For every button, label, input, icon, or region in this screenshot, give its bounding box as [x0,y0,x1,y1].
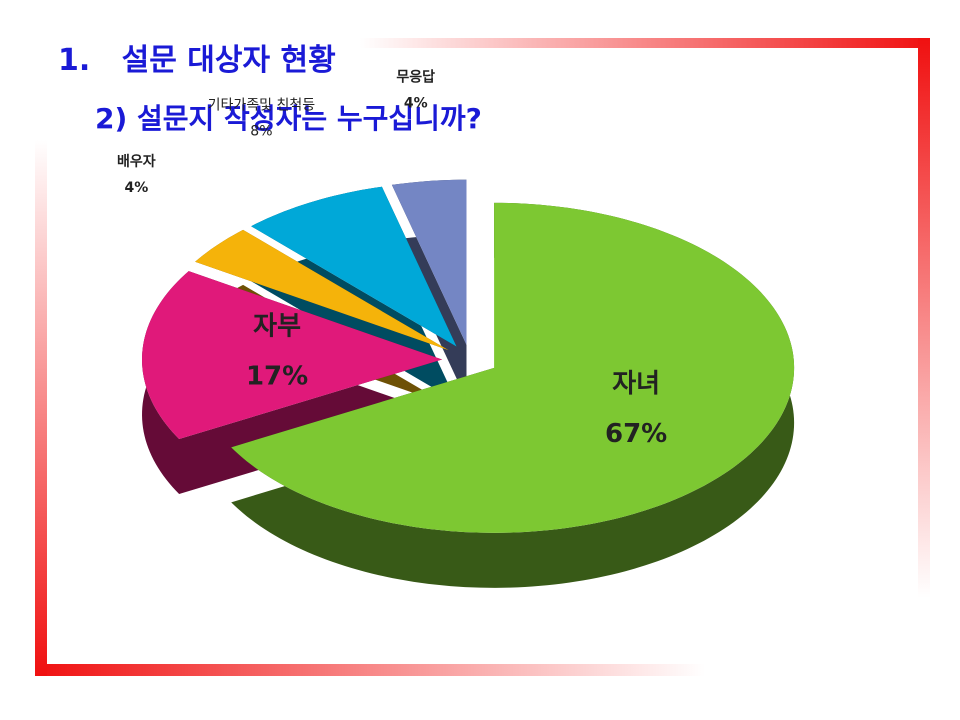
slice [142,271,443,440]
slide-title: 1. 설문 대상자 현황 [58,43,336,78]
chart-title: 2) 설문지 작성자는 누구십니까? [95,102,482,135]
frame-top [360,38,930,48]
slice-label: 배우자 [117,154,156,170]
slice-value-label: 67% [605,419,667,449]
slice-value-label: 8% [250,123,272,139]
slice-value-label: 4% [404,96,428,112]
slice-label: 무응답 [396,69,435,86]
slice-value-label: 17% [246,362,308,392]
pie: 자녀 67% 자부 17% 배우자 4% 기타가족및 친척등 8% 무응답 4% [117,69,795,588]
slice [251,186,457,347]
frame-left [35,140,47,676]
slice [391,179,467,345]
slice [231,202,795,533]
slice-label: 기타가족및 친척등 [208,97,316,113]
frame-bottom [35,664,705,676]
slice-label: 자부 [253,312,301,342]
slice-label: 자녀 [612,369,660,399]
frame-right [918,38,930,598]
slice-value-label: 4% [124,180,148,196]
slice [195,229,449,351]
